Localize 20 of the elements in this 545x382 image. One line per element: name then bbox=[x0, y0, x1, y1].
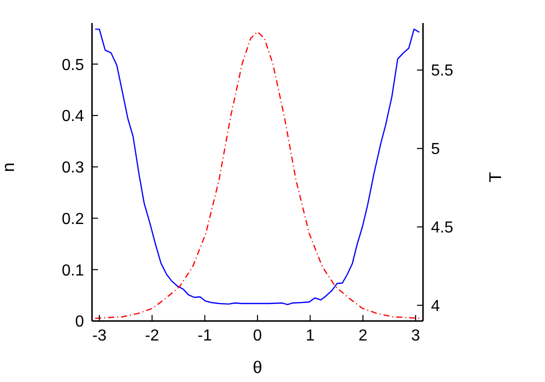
y-tick-label: 0.3 bbox=[62, 160, 84, 177]
y-axis-title: n bbox=[0, 162, 18, 172]
y-tick-label: 0.5 bbox=[62, 56, 84, 74]
x-tick-label: 3 bbox=[411, 327, 420, 344]
x-tick-label: 2 bbox=[358, 327, 368, 344]
x-tick-label: 1 bbox=[306, 327, 315, 344]
y2-tick-label: 4.5 bbox=[431, 220, 454, 237]
x-tick-label: -1 bbox=[198, 327, 212, 344]
x-axis-title: θ bbox=[252, 358, 262, 377]
y-tick-label: 0 bbox=[75, 314, 84, 331]
y2-tick-label: 4 bbox=[431, 298, 440, 315]
x-tick-label: 0 bbox=[253, 327, 262, 344]
y-tick-label: 0.1 bbox=[62, 262, 84, 280]
y-tick-label: 0.4 bbox=[62, 108, 84, 126]
y2-tick-label: 5.5 bbox=[431, 62, 454, 80]
y2-axis-title: T bbox=[486, 172, 506, 182]
x-tick-label: -3 bbox=[92, 327, 107, 344]
y-tick-label: 0.2 bbox=[62, 210, 84, 228]
y2-tick-label: 5 bbox=[431, 141, 440, 158]
x-tick-label: -2 bbox=[144, 327, 160, 344]
